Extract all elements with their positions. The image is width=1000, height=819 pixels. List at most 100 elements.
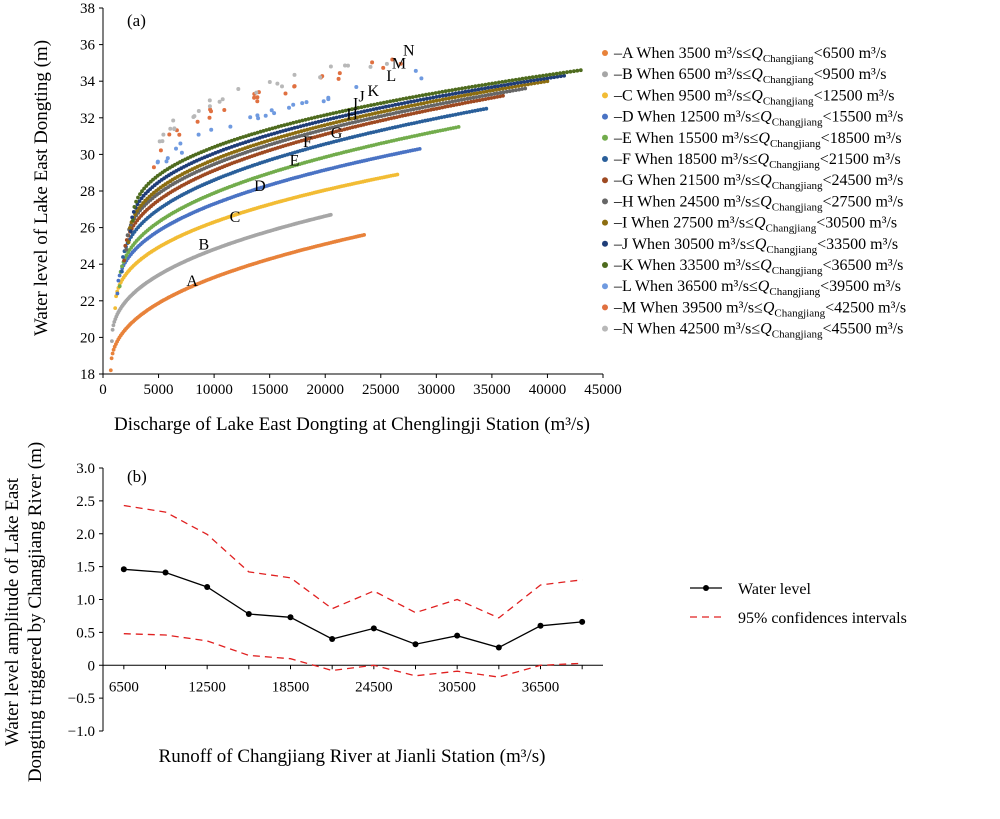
scatter-point bbox=[414, 94, 418, 99]
panel-b-y-tick-label: −0.5 bbox=[68, 691, 95, 707]
curve-label-e: E bbox=[290, 152, 300, 169]
scatter-point bbox=[483, 86, 487, 91]
scatter-point bbox=[328, 64, 333, 69]
scatter-point bbox=[402, 101, 407, 105]
scatter-point bbox=[494, 87, 498, 92]
scatter-point bbox=[477, 98, 482, 103]
scatter-point bbox=[456, 94, 461, 99]
scatter-point bbox=[117, 284, 122, 289]
panel-a-x-tick-label: 20000 bbox=[306, 382, 344, 398]
scatter-point bbox=[425, 100, 429, 105]
scatter-point bbox=[391, 107, 396, 112]
scatter-point bbox=[379, 110, 384, 114]
scatter-point bbox=[139, 203, 143, 208]
legend-label: –G When 21500 m³/s≤QChangjiang<24500 m³/… bbox=[613, 172, 903, 192]
scatter-point bbox=[298, 124, 303, 129]
scatter-point bbox=[125, 233, 130, 238]
legend-item-e: –E When 15500 m³/s≤QChangjiang<18500 m³/… bbox=[602, 130, 902, 150]
scatter-point bbox=[272, 131, 277, 136]
scatter-point bbox=[165, 156, 170, 161]
scatter-point bbox=[356, 110, 360, 115]
scatter-point bbox=[252, 95, 257, 100]
scatter-point bbox=[127, 226, 132, 230]
scatter-point bbox=[123, 243, 128, 248]
scatter-point bbox=[301, 123, 306, 128]
scatter-point bbox=[269, 108, 274, 113]
scatter-point bbox=[137, 206, 141, 211]
scatter-point bbox=[385, 108, 390, 113]
scatter-point bbox=[258, 135, 262, 140]
panel-a-y-tick-label: 30 bbox=[80, 147, 95, 163]
scatter-point bbox=[429, 103, 434, 108]
legend-marker bbox=[602, 113, 608, 120]
scatter-point bbox=[347, 107, 351, 112]
scatter-point bbox=[470, 84, 474, 89]
scatter-point bbox=[456, 112, 461, 116]
scatter-point bbox=[460, 86, 464, 91]
scatter-point bbox=[502, 83, 507, 87]
scatter-point bbox=[336, 76, 341, 81]
panel-a-x-tick-label: 10000 bbox=[195, 382, 233, 398]
scatter-point bbox=[542, 76, 546, 81]
scatter-point bbox=[406, 100, 410, 105]
legend-label: –A When 3500 m³/s≤QChangjiang<6500 m³/s bbox=[613, 45, 887, 65]
scatter-point bbox=[367, 112, 372, 117]
series-g-points bbox=[122, 93, 505, 263]
scatter-point bbox=[555, 74, 560, 79]
scatter-point bbox=[428, 96, 432, 100]
scatter-point bbox=[252, 131, 257, 136]
scatter-point bbox=[388, 108, 393, 112]
scatter-point bbox=[453, 95, 457, 100]
series-n-points bbox=[157, 61, 389, 144]
scatter-point bbox=[464, 110, 469, 115]
scatter-point bbox=[318, 114, 323, 118]
scatter-point bbox=[207, 98, 212, 103]
scatter-point bbox=[370, 116, 375, 120]
scatter-point bbox=[362, 233, 366, 237]
scatter-point bbox=[122, 258, 126, 263]
scatter-point bbox=[371, 107, 376, 112]
scatter-point bbox=[328, 117, 333, 121]
panel-a-y-tick-label: 20 bbox=[80, 330, 95, 346]
scatter-point bbox=[412, 103, 417, 107]
scatter-point bbox=[238, 136, 243, 140]
scatter-point bbox=[497, 87, 502, 92]
scatter-point bbox=[489, 92, 494, 97]
scatter-point bbox=[444, 93, 448, 98]
legend-marker bbox=[602, 219, 608, 226]
scatter-point bbox=[174, 146, 178, 151]
panel-a-x-tick-label: 0 bbox=[99, 382, 107, 398]
scatter-point bbox=[515, 81, 520, 85]
scatter-point bbox=[541, 73, 545, 78]
legend-marker bbox=[602, 325, 608, 332]
scatter-point bbox=[275, 130, 280, 135]
scatter-point bbox=[519, 83, 524, 88]
scatter-point bbox=[316, 124, 321, 129]
scatter-point bbox=[443, 105, 447, 109]
scatter-point bbox=[385, 100, 389, 104]
panel-b-lines bbox=[120, 504, 586, 678]
scatter-point bbox=[558, 74, 563, 79]
scatter-point bbox=[111, 347, 116, 352]
scatter-point bbox=[472, 91, 476, 96]
legend-label: –I When 27500 m³/s≤QChangjiang<30500 m³/… bbox=[613, 215, 897, 235]
panel-b-y-tick-label: 3.0 bbox=[76, 461, 95, 477]
scatter-point bbox=[481, 90, 486, 94]
scatter-point bbox=[164, 159, 169, 164]
scatter-point bbox=[565, 70, 569, 75]
scatter-point bbox=[340, 114, 345, 118]
scatter-point bbox=[479, 87, 484, 91]
scatter-point bbox=[537, 74, 542, 79]
panel-b-y-axis-title-line2: Dongting triggered by Changjiang River (… bbox=[25, 442, 46, 782]
series-a-points bbox=[108, 233, 366, 373]
scatter-point bbox=[375, 102, 380, 106]
scatter-point bbox=[477, 94, 482, 99]
scatter-point bbox=[578, 68, 583, 73]
scatter-point bbox=[400, 105, 405, 110]
scatter-point bbox=[289, 126, 294, 131]
legend-marker bbox=[602, 240, 608, 247]
scatter-point bbox=[116, 278, 121, 283]
scatter-point bbox=[217, 99, 222, 104]
scatter-point bbox=[476, 108, 480, 113]
scatter-point bbox=[443, 97, 448, 101]
